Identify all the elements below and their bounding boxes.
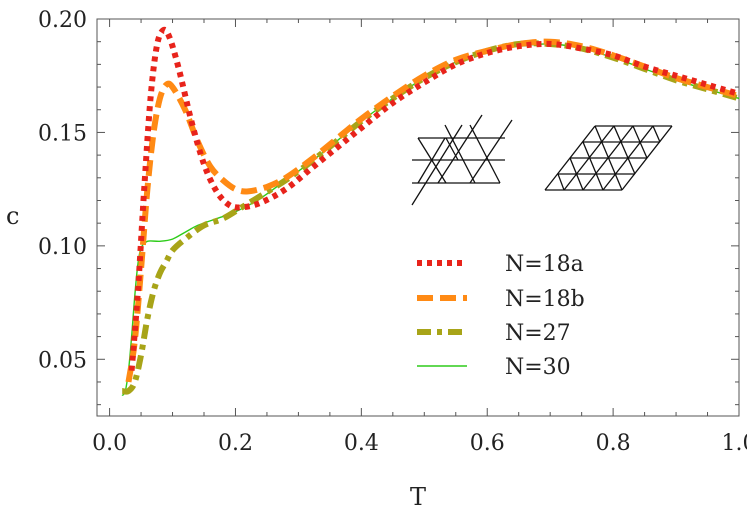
lattice-bond — [411, 124, 463, 206]
y-tick-label: 0.10 — [38, 235, 87, 260]
lattice-bond — [557, 173, 565, 191]
lattice-bond — [582, 141, 604, 191]
lattice-bond — [469, 124, 501, 184]
lattice-bond — [437, 114, 483, 184]
lattice-bond — [613, 125, 636, 175]
x-tick-label: 0.6 — [470, 431, 505, 456]
y-tick-label: 0.20 — [38, 8, 87, 33]
lattice-rhombus-cluster-icon — [544, 125, 673, 191]
x-tick-label: 0.0 — [92, 431, 127, 456]
lattice-bond — [594, 125, 623, 191]
legend-label: N=18a — [505, 252, 584, 277]
x-tick-label: 0.8 — [596, 431, 631, 456]
series-line-n-18b — [125, 38, 740, 383]
y-axis-title: c — [6, 202, 19, 230]
lattice-bond — [444, 124, 476, 184]
lattice-open-cluster-icon — [411, 114, 513, 206]
lattice-bond — [652, 125, 661, 143]
x-tick-label: 1.0 — [722, 431, 747, 456]
legend-label: N=30 — [505, 355, 571, 380]
series-line-n-18a — [128, 26, 740, 371]
y-axis-ticks: 0.05 0.10 0.15 0.20 — [38, 8, 739, 406]
x-tick-label: 0.2 — [218, 431, 253, 456]
y-tick-label: 0.05 — [38, 348, 87, 373]
legend-label: N=18b — [505, 287, 585, 312]
lattice-bond — [469, 119, 513, 184]
legend: N=18a N=18b N=27 N=30 — [417, 252, 585, 380]
x-tick-label: 0.4 — [344, 431, 379, 456]
x-axis-ticks: 0.0 0.2 0.4 0.6 0.8 1.0 — [92, 19, 747, 456]
plot-frame — [96, 18, 740, 417]
series-lines — [121, 26, 740, 397]
lattice-bond — [632, 125, 648, 159]
lattice-bond — [417, 137, 446, 184]
series-line-n-27 — [121, 40, 740, 395]
x-axis-title: T — [410, 483, 426, 511]
y-tick-label: 0.15 — [38, 121, 87, 146]
lattice-bond — [569, 157, 584, 191]
legend-label: N=27 — [505, 321, 571, 346]
